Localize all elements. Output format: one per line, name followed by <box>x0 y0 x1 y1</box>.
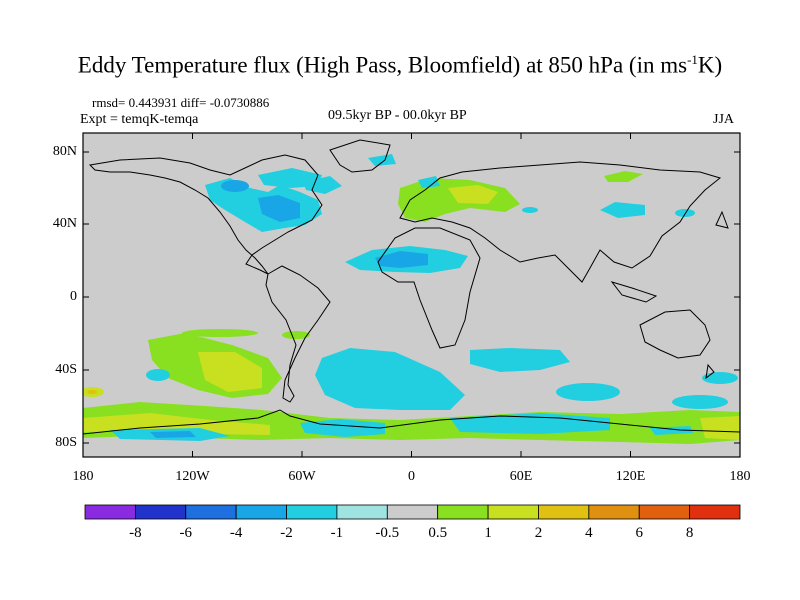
chart-title: Eddy Temperature flux (High Pass, Bloomf… <box>77 52 723 78</box>
anomaly-region <box>448 185 498 204</box>
anomaly-region <box>600 202 645 218</box>
anomaly-region <box>470 348 570 372</box>
anomaly-region <box>368 154 396 166</box>
anomaly-region <box>556 383 620 401</box>
anomaly-region <box>198 352 262 392</box>
colorbar-swatch <box>286 504 338 520</box>
coastline-north-america <box>88 154 323 275</box>
anomaly-region <box>87 390 97 394</box>
axis-ticks <box>82 133 741 457</box>
coastline-antarctica <box>83 409 740 435</box>
colorbar-label: -6 <box>179 525 193 541</box>
coastline-south-america <box>265 265 331 403</box>
longitude-tick-label: 180 <box>72 469 94 484</box>
colorbar-label: 0.5 <box>428 525 448 541</box>
anomaly-region <box>300 419 385 437</box>
longitude-tick-label: 60W <box>288 469 316 484</box>
latitude-tick-label: 80N <box>52 144 77 159</box>
expt-label: Expt = temqK-temqa <box>80 112 199 127</box>
latitude-tick-label: 80S <box>55 435 77 450</box>
latitude-tick-label: 0 <box>70 289 77 304</box>
colorbar-swatch <box>588 504 640 520</box>
colorbar-swatch <box>185 504 237 520</box>
coastline-indonesia <box>610 281 658 303</box>
colorbar-label: 2 <box>534 525 543 541</box>
season-label: JJA <box>713 112 735 127</box>
anomaly-region <box>672 395 728 409</box>
colorbar-swatch <box>437 504 489 520</box>
colorbar-swatch <box>235 504 287 520</box>
anomaly-region <box>303 176 342 194</box>
longitude-tick-label: 120W <box>175 469 210 484</box>
coastlines <box>83 139 740 435</box>
anomaly-region <box>675 209 695 217</box>
colorbar-swatch <box>386 504 439 520</box>
anomaly-region <box>700 416 740 440</box>
anomaly-region <box>258 195 300 222</box>
anomaly-region <box>522 207 538 213</box>
anomaly-shading <box>83 154 740 444</box>
longitude-tick-label: 0 <box>408 469 415 484</box>
coastline-africa <box>377 227 481 349</box>
coastline-australia <box>639 309 711 359</box>
coastline-eurasia <box>399 161 722 283</box>
anomaly-region <box>182 329 258 337</box>
colorbar-label: -0.5 <box>375 525 400 541</box>
coastline-japan <box>715 210 729 229</box>
period-label: 09.5kyr BP - 00.0kyr BP <box>328 108 467 123</box>
colorbar-label: 1 <box>484 525 492 541</box>
anomaly-region <box>221 180 249 192</box>
anomaly-region <box>375 251 428 268</box>
colorbar-swatch <box>638 504 691 520</box>
anomaly-region <box>146 369 170 381</box>
latitude-tick-label: 40S <box>55 362 77 377</box>
anomaly-region <box>418 176 440 188</box>
longitude-tick-label: 60E <box>509 469 533 484</box>
longitude-tick-label: 180 <box>729 469 751 484</box>
colorbar <box>84 504 741 520</box>
colorbar-swatch <box>538 504 590 520</box>
coastline-new-zealand <box>705 363 715 380</box>
colorbar-label: 4 <box>585 525 593 541</box>
colorbar-label: -8 <box>129 525 142 541</box>
anomaly-region <box>702 372 738 384</box>
anomaly-region <box>315 348 465 410</box>
longitude-tick-label: 120E <box>615 469 646 484</box>
colorbar-swatch <box>84 504 136 520</box>
colorbar-label: 6 <box>635 525 643 541</box>
colorbar-swatch <box>487 504 539 520</box>
colorbar-swatch <box>336 504 388 520</box>
anomaly-region <box>150 431 196 438</box>
colorbar-swatch <box>134 504 187 520</box>
colorbar-label: -2 <box>280 525 293 541</box>
anomaly-region <box>450 413 610 434</box>
colorbar-swatch <box>689 504 741 520</box>
anomaly-region <box>604 171 643 182</box>
anomaly-region <box>282 331 310 339</box>
latitude-tick-label: 40N <box>52 216 77 231</box>
colorbar-label: -4 <box>229 525 243 541</box>
coastline-greenland <box>329 139 391 173</box>
stats-label: rmsd= 0.443931 diff= -0.0730886 <box>92 95 270 110</box>
colorbar-label: -1 <box>330 525 344 541</box>
colorbar-label: 8 <box>685 525 694 541</box>
